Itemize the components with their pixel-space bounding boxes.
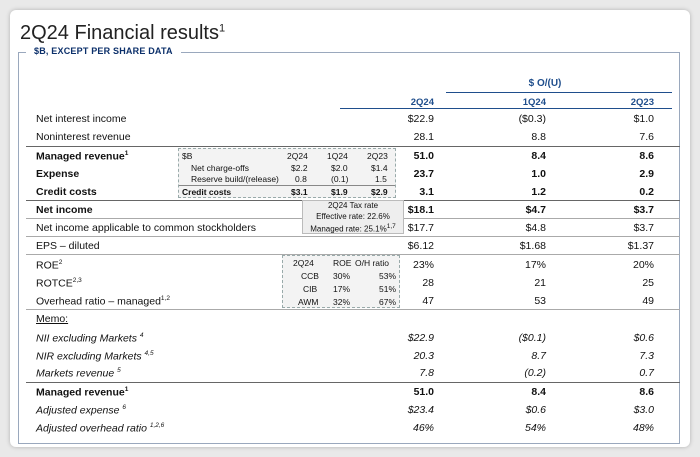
table-row: Managed revenue1 51.0 8.4 8.6: [36, 150, 654, 163]
table-row: Net interest income $22.9 ($0.3) $1.0: [36, 113, 654, 125]
col-header-2q24: 2Q24: [410, 97, 434, 108]
tax-rate-inset: 2Q24 Tax rate Effective rate: 22.6% Mana…: [302, 200, 404, 234]
col-header-rule: [340, 108, 672, 109]
row-divider: [26, 382, 680, 383]
row-divider: [26, 236, 680, 237]
table-row: Net income $18.1 $4.7 $3.7: [36, 204, 654, 216]
table-row: ROE2 23% 17% 20%: [36, 259, 654, 272]
segment-roe-inset: 2Q24 ROE O/H ratio CCB 30% 53% CIB 17% 5…: [282, 255, 400, 308]
row-divider: [26, 254, 680, 255]
table-row: Adjusted overhead ratio 1,2,6 46% 54% 48%: [36, 422, 654, 435]
memo-label: Memo:: [36, 313, 69, 325]
group-header-rule: [446, 92, 672, 93]
page-title: 2Q24 Financial results1: [20, 22, 226, 44]
table-row: Managed revenue1 51.0 8.4 8.6: [36, 386, 654, 399]
group-header: $ O/(U): [528, 78, 562, 89]
table-row: Net income applicable to common stockhol…: [36, 222, 654, 234]
table-row: ROTCE2,3 28 21 25: [36, 277, 654, 290]
row-divider: [26, 309, 680, 310]
table-row: EPS – diluted $6.12 $1.68 $1.37: [36, 240, 654, 252]
section-label: $B, EXCEPT PER SHARE DATA: [26, 46, 181, 56]
table-row: Markets revenue 5 7.8 (0.2) 0.7: [36, 367, 654, 380]
table-row: Adjusted expense 6 $23.4 $0.6 $3.0: [36, 404, 654, 417]
credit-costs-inset: $B 2Q24 1Q24 2Q23 Net charge-offs $2.2 $…: [178, 148, 396, 198]
col-header-2q23: 2Q23: [630, 97, 654, 108]
memo-row-label: NII excluding Markets 4: [36, 332, 144, 345]
table-row: NII excluding Markets 4 $22.9 ($0.1) $0.6: [36, 332, 654, 345]
row-divider: [26, 146, 680, 147]
table-row: Overhead ratio – managed1,2 47 53 49: [36, 295, 654, 308]
table-row: Noninterest revenue 28.1 8.8 7.6: [36, 131, 654, 143]
table-frame: [18, 52, 680, 444]
col-header-1q24: 1Q24: [522, 97, 546, 108]
table-row: Expense 23.7 1.0 2.9: [36, 168, 654, 180]
table-row: Credit costs 3.1 1.2 0.2: [36, 186, 654, 198]
table-row: NIR excluding Markets 4,5 20.3 8.7 7.3: [36, 350, 654, 363]
